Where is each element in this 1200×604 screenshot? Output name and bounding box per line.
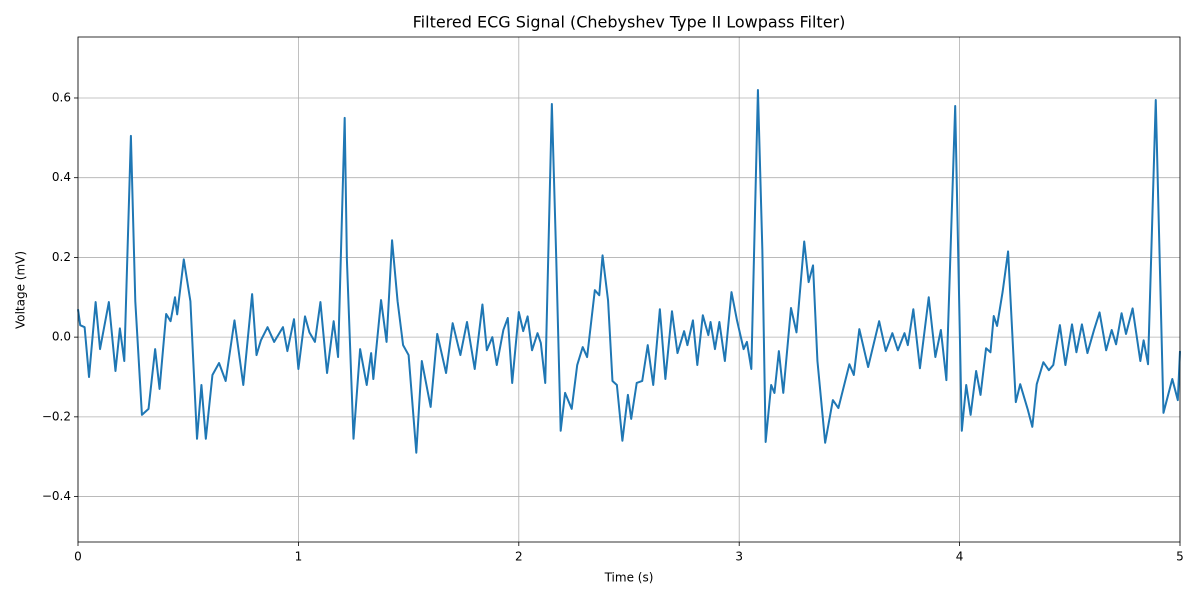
x-tick-label: 4 xyxy=(956,550,964,564)
y-tick-label: −0.2 xyxy=(42,409,71,423)
y-tick-label: −0.4 xyxy=(42,489,71,503)
x-tick-label: 1 xyxy=(295,550,303,564)
x-tick-label: 5 xyxy=(1176,550,1184,564)
signal-line xyxy=(77,89,1181,454)
ticks: 0 1 2 3 4 5 −0.4 −0.2 0.0 0.2 0.4 0.6 xyxy=(42,90,1184,563)
y-tick-label: 0.0 xyxy=(52,330,71,344)
x-tick-label: 3 xyxy=(735,550,743,564)
y-tick-label: 0.6 xyxy=(52,90,71,104)
y-tick-label: 0.2 xyxy=(52,250,71,264)
y-tick-label: 0.4 xyxy=(52,170,71,184)
chart-title: Filtered ECG Signal (Chebyshev Type II L… xyxy=(413,13,846,32)
axes-frame xyxy=(77,36,1181,543)
x-axis-label: Time (s) xyxy=(604,571,654,585)
y-axis-label: Voltage (mV) xyxy=(14,251,28,329)
x-tick-label: 2 xyxy=(515,550,523,564)
plot-area xyxy=(77,89,1181,454)
x-tick-label: 0 xyxy=(74,550,82,564)
